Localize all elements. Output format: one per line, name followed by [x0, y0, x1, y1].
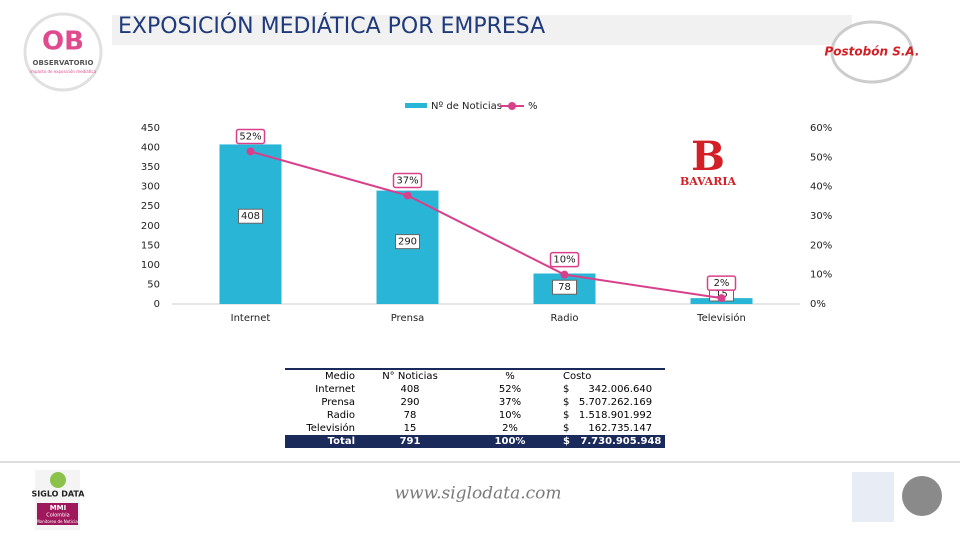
data-table: Medio N° Noticias% Costo Internet 408 52% $ 34…: [285, 368, 666, 448]
monitoreo-text: Monitoreo de Noticias: [36, 519, 80, 524]
bar-label-box: [238, 208, 263, 224]
y2-tick-label: 30%: [810, 211, 832, 222]
table-cell: 791: [359, 435, 461, 448]
table-row: Radio 78 10% $ 1.518.901.992: [285, 409, 665, 422]
legend-swatch: [508, 102, 516, 110]
y2-tick-label: 40%: [810, 182, 832, 193]
iso-logo: [852, 472, 894, 522]
line: [250, 150, 722, 300]
line-point: [717, 294, 726, 303]
y-tick-label: 100: [141, 260, 160, 271]
title: EXPOSICIÓN MEDIÁTICA POR EMPRESA: [118, 13, 545, 39]
table-cell: 10%: [498, 410, 522, 421]
table-cell: 78: [403, 410, 417, 421]
point-label: 52%: [239, 131, 261, 142]
table-cell: 290: [400, 397, 420, 408]
bar: [219, 144, 282, 304]
y-tick-label: 450: [141, 123, 160, 134]
table-cell: 15: [403, 423, 417, 434]
y-tick-label: 0: [154, 299, 160, 310]
table-cell: Total: [285, 435, 359, 448]
table-cell: Medio: [285, 368, 359, 383]
table-cell: $ 1.518.901.992: [563, 410, 653, 421]
mmi-box: [37, 503, 78, 525]
bar-label: 408: [241, 211, 260, 222]
table-cell: Prensa: [321, 397, 355, 408]
x-tick-label: Internet: [231, 313, 271, 324]
legend-swatch: [405, 103, 427, 108]
table-cell: 2%: [502, 423, 518, 434]
y-tick-label: 150: [141, 240, 160, 251]
y-tick-label: 350: [141, 162, 160, 173]
table-cell: 52%: [498, 384, 522, 395]
y-tick-label: 400: [141, 143, 160, 154]
iqnet-logo: [902, 476, 942, 516]
y2-tick-label: 0%: [810, 299, 826, 310]
point-label: 2%: [714, 278, 730, 289]
title-band: [112, 15, 852, 45]
table-row: Total 791 100% $ 7.730.905.948: [285, 435, 666, 448]
bar-label-box: [395, 234, 420, 250]
url: www.siglodata.com: [394, 484, 561, 504]
line-point: [403, 191, 412, 200]
y2-tick-label: 60%: [810, 123, 832, 134]
brand-text: BAVARIA: [680, 175, 737, 188]
x-tick-label: Radio: [550, 313, 578, 324]
bar-label: 290: [398, 237, 417, 248]
y-tick-label: 300: [141, 182, 160, 193]
country-text: Colombia: [46, 513, 70, 519]
ob-text: OB: [42, 27, 84, 57]
y-tick-label: 50: [147, 279, 160, 290]
table-cell: N° Noticias: [359, 368, 461, 383]
table-row: Prensa 290 37% $ 5.707.262.169: [285, 396, 665, 409]
x-tick-label: Televisión: [696, 312, 746, 324]
table-cell: %: [461, 368, 559, 383]
table-cell: $ 7.730.905.948: [559, 435, 666, 448]
bar-label: 78: [558, 282, 571, 293]
table-cell: $ 162.735.147: [563, 423, 653, 434]
table-cell: 100%: [461, 435, 559, 448]
table-row: Televisión 15 2% $ 162.735.147: [285, 422, 665, 435]
legend-label: Nº de Noticias: [431, 101, 502, 112]
ob-sub: impacto de exposición mediática: [30, 69, 97, 74]
point-label-box: [549, 251, 580, 268]
brand-mark: B: [691, 133, 725, 180]
legend-label: %: [528, 101, 538, 112]
siglo-dot: [50, 472, 66, 488]
y2-tick-label: 10%: [810, 270, 832, 281]
x-tick-label: Prensa: [391, 313, 425, 324]
table-cell: Televisión: [306, 423, 355, 434]
company-text: Postobón S.A.: [825, 45, 920, 59]
y2-tick-label: 50%: [810, 152, 832, 163]
table-row: Medio N° Noticias% Costo: [285, 368, 666, 383]
table-cell: Costo: [559, 368, 666, 383]
table-cell: $ 5.707.262.169: [563, 397, 653, 408]
siglo-text: SIGLO DATA: [32, 490, 86, 499]
table-cell: Internet: [315, 384, 355, 395]
company-logo: [830, 20, 914, 84]
bar-label-box: [552, 279, 577, 295]
y-tick-label: 250: [141, 201, 160, 212]
table-row: Internet 408 52% $ 342.006.640: [285, 383, 665, 396]
y-tick-label: 200: [141, 221, 160, 232]
table-cell: Radio: [326, 410, 355, 421]
y2-tick-label: 20%: [810, 240, 832, 251]
point-label: 37%: [396, 175, 418, 186]
table-cell: $ 342.006.640: [563, 384, 653, 395]
ob-logo: [23, 12, 103, 92]
point-label: 10%: [553, 255, 575, 266]
point-label-box: [706, 275, 737, 291]
table-cell: 408: [400, 384, 420, 395]
point-label-box: [235, 128, 266, 145]
line-point: [560, 270, 569, 279]
line-point: [246, 147, 255, 156]
mmi-text: MMI: [50, 504, 67, 512]
ob-name: OBSERVATORIO: [33, 59, 94, 67]
table-cell: 37%: [498, 397, 522, 408]
point-label-box: [392, 172, 423, 189]
